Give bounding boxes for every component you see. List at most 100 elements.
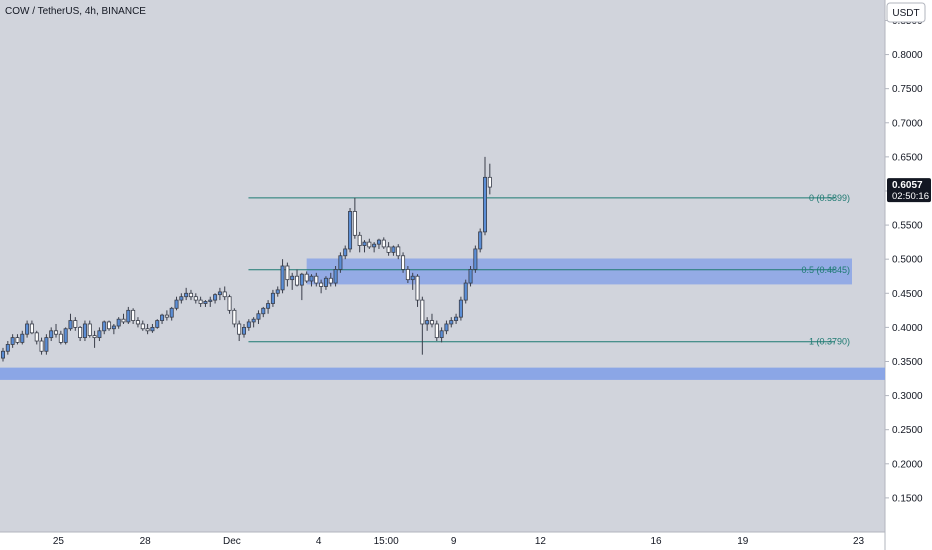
- candle: [25, 320, 30, 338]
- candle-body-up: [463, 282, 468, 301]
- currency-button-label[interactable]: USDT: [892, 8, 919, 19]
- candle: [126, 306, 131, 324]
- candle: [381, 237, 386, 249]
- candle-body-down: [420, 299, 425, 325]
- candle-body-up: [184, 292, 189, 298]
- candle-body-down: [54, 330, 59, 335]
- candle-body-down: [107, 321, 112, 330]
- candle-body-down: [232, 309, 237, 325]
- candle: [304, 271, 309, 284]
- candle-body-up: [0, 350, 6, 359]
- price-tick-label: 0.5000: [892, 255, 923, 266]
- fib-level-label: 0 (0.5899): [809, 193, 850, 203]
- candle: [213, 293, 218, 304]
- candle-body-up: [333, 269, 338, 284]
- price-tick-label: 0.3500: [892, 357, 923, 368]
- candle: [34, 330, 39, 345]
- candle-body-down: [58, 333, 63, 343]
- candle-body-up: [241, 326, 246, 335]
- candle: [179, 293, 184, 304]
- candle: [458, 296, 463, 321]
- candle: [338, 252, 343, 273]
- candle: [401, 252, 406, 273]
- zones-layer: [0, 258, 885, 380]
- candle: [386, 242, 391, 256]
- candle-body-down: [34, 332, 39, 342]
- candle: [314, 272, 319, 287]
- candle-body-up: [266, 303, 271, 309]
- candle-body-down: [222, 291, 227, 298]
- candle: [285, 262, 290, 287]
- candle: [121, 313, 126, 324]
- candle-body-down: [121, 318, 126, 323]
- candle: [261, 306, 266, 318]
- price-tick-label: 0.7000: [892, 118, 923, 129]
- candle-body-down: [487, 176, 492, 188]
- candle: [97, 327, 102, 342]
- candle-body-up: [169, 307, 174, 318]
- currency-button-frame[interactable]: [886, 2, 926, 23]
- candle: [482, 156, 487, 236]
- candle: [135, 317, 140, 328]
- candle-body-down: [429, 320, 434, 325]
- candle-body-up: [275, 289, 280, 294]
- candle: [87, 320, 92, 338]
- candle-body-up: [256, 313, 261, 320]
- candle: [227, 294, 232, 314]
- time-scale-background: [0, 532, 885, 550]
- candle-body-up: [126, 309, 131, 323]
- candle-body-down: [15, 337, 20, 343]
- candle-body-down: [188, 292, 193, 298]
- candle-body-up: [261, 307, 266, 315]
- candle-body-up: [111, 325, 116, 330]
- candle: [131, 308, 136, 324]
- candle-body-down: [396, 246, 401, 257]
- candle-body-up: [102, 321, 107, 332]
- candle: [410, 272, 415, 290]
- candle: [150, 323, 155, 333]
- candle: [319, 279, 324, 294]
- candle: [270, 289, 275, 307]
- price-tick-label: 0.4500: [892, 289, 923, 300]
- candle: [237, 320, 242, 342]
- candle: [198, 296, 203, 307]
- time-tick-label: 28: [140, 536, 152, 547]
- candle: [82, 320, 87, 342]
- fib-level-label: 1 (0.3790): [809, 337, 850, 347]
- candle-body-down: [92, 335, 97, 339]
- candle: [10, 334, 15, 348]
- candle-body-down: [164, 314, 169, 318]
- time-tick-label: Dec: [223, 536, 241, 547]
- price-tick-label: 0.2000: [892, 459, 923, 470]
- candle-body-down: [367, 241, 372, 248]
- candle-body-up: [49, 330, 54, 339]
- candle-body-up: [343, 248, 348, 257]
- candle-body-down: [198, 299, 203, 304]
- candle: [372, 242, 377, 253]
- fib-retracement[interactable]: 0 (0.5899) 0.5 (0.4845) 1 (0.3790): [248, 193, 850, 347]
- candle: [425, 317, 430, 331]
- candle: [290, 272, 295, 290]
- candle: [5, 341, 10, 355]
- candle: [203, 300, 208, 307]
- candle-body-up: [473, 248, 478, 270]
- currency-button[interactable]: USDT: [886, 2, 926, 23]
- price-tick-label: 0.7500: [892, 84, 923, 95]
- candle-body-down: [73, 320, 78, 328]
- candle: [251, 317, 256, 328]
- candle-body-up: [203, 301, 208, 304]
- candle-body-down: [145, 328, 150, 332]
- last-price-badge: 0.6057 02:50:16: [887, 178, 931, 203]
- candle: [246, 319, 251, 331]
- time-tick-label: 4: [316, 536, 322, 547]
- candle-body-up: [20, 333, 25, 343]
- candle: [73, 317, 78, 331]
- candle: [54, 323, 59, 338]
- candle-body-up: [150, 326, 155, 332]
- time-tick-label: 15:00: [374, 536, 399, 547]
- candle-body-up: [25, 323, 30, 335]
- candle-body-down: [401, 255, 406, 270]
- price-tick-label: 0.4000: [892, 323, 923, 334]
